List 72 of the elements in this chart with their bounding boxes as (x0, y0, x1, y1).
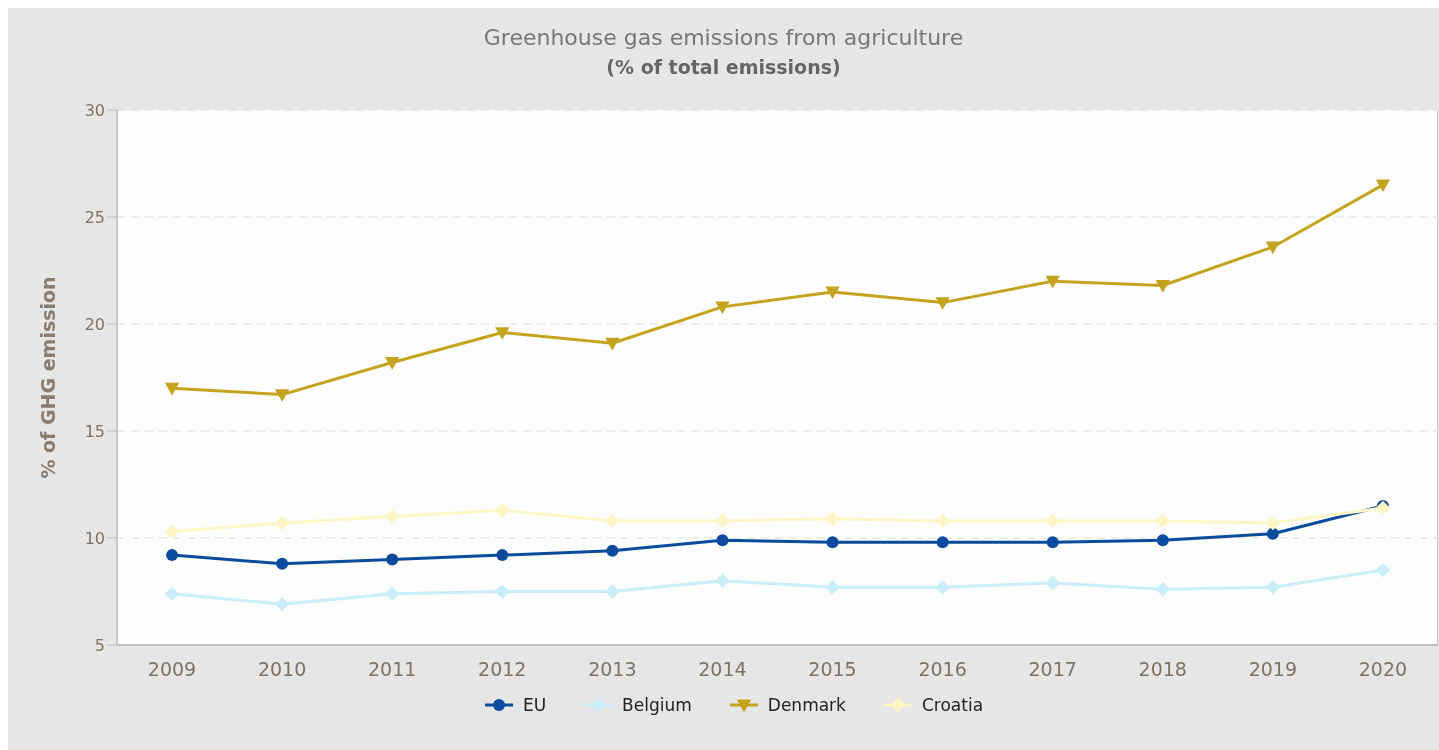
point (495, 327, 510, 340)
point (1046, 536, 1059, 549)
legend-label: Denmark (767, 695, 846, 715)
y-axis-title: % of GHG emission (37, 276, 59, 479)
chart-title: Greenhouse gas emissions from agriculture (482, 24, 965, 52)
point (1155, 513, 1170, 529)
point (495, 502, 510, 518)
point (1265, 580, 1281, 595)
y-tick-label: 5 (94, 635, 105, 655)
point (1156, 534, 1169, 547)
y-tick-label: 10 (84, 528, 105, 548)
point (715, 513, 730, 529)
point (276, 557, 289, 570)
point (935, 297, 950, 310)
chart-subtitle: (% of total emissions) (605, 55, 842, 80)
point (1045, 275, 1060, 289)
point (164, 524, 180, 539)
legend-label: EU (522, 695, 547, 715)
point (1045, 575, 1060, 591)
point (1375, 562, 1391, 578)
x-tick-label: 2016 (918, 658, 967, 681)
point (1155, 280, 1170, 293)
point (386, 553, 399, 566)
point (935, 580, 950, 595)
point (274, 515, 290, 531)
point (385, 509, 400, 524)
x-tick-label: 2018 (1138, 658, 1187, 681)
point (825, 511, 840, 526)
x-tick-label: 2020 (1358, 658, 1408, 681)
point (1265, 515, 1281, 531)
point (606, 544, 619, 557)
x-tick-label: 2017 (1028, 658, 1077, 681)
point (496, 549, 509, 562)
legend-label: Belgium (622, 695, 692, 715)
x-tick-label: 2012 (478, 658, 527, 681)
point (825, 580, 840, 595)
point (164, 586, 180, 601)
legend-label: Croatia (921, 695, 984, 715)
x-tick-label: 2010 (257, 658, 307, 681)
point (164, 382, 180, 396)
x-tick-label: 2015 (808, 658, 857, 681)
point (495, 584, 510, 599)
x-tick-label: 2019 (1248, 658, 1298, 681)
point (385, 586, 400, 601)
x-tick-label: 2014 (698, 658, 747, 681)
x-tick-label: 2009 (147, 658, 197, 681)
y-tick-label: 20 (84, 314, 105, 334)
point (935, 513, 950, 529)
point (715, 573, 730, 588)
point (715, 301, 730, 315)
point (1266, 527, 1279, 540)
point (605, 513, 620, 529)
y-tick-label: 15 (84, 421, 105, 441)
point (1265, 241, 1281, 255)
point (825, 286, 840, 300)
point (166, 549, 179, 562)
point (605, 337, 620, 351)
point (936, 536, 949, 549)
point (826, 536, 839, 549)
x-tick-label: 2011 (368, 658, 417, 681)
point (716, 534, 729, 547)
point (1155, 582, 1170, 597)
point (605, 584, 620, 599)
y-tick-label: 25 (84, 207, 105, 227)
point (1375, 179, 1391, 193)
point (1375, 500, 1391, 516)
point (385, 357, 400, 370)
point (274, 597, 290, 612)
y-tick-label: 30 (84, 100, 105, 120)
x-tick-label: 2013 (588, 658, 637, 681)
point (274, 389, 290, 402)
point (1045, 513, 1060, 529)
